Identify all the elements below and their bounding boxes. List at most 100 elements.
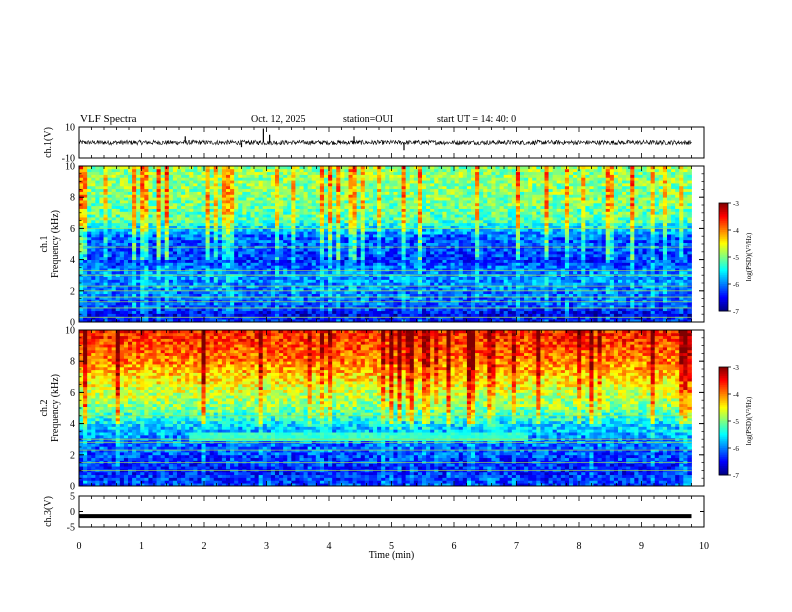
spectrogram-cell — [119, 166, 125, 170]
spectrogram-cell — [148, 242, 153, 246]
spectrogram-cell — [213, 228, 219, 232]
spectrogram-cell — [246, 304, 251, 309]
spectrogram-cell — [148, 205, 153, 209]
spectrogram-cell — [132, 217, 137, 221]
spectrogram-cell — [115, 228, 121, 232]
spectrogram-cell — [177, 287, 182, 292]
spectrogram-cell — [160, 214, 166, 218]
spectrogram-cell — [348, 214, 353, 218]
spectrogram-cell — [181, 293, 186, 297]
spectrogram-cell — [107, 313, 113, 317]
spectrogram-cell — [172, 200, 178, 204]
spectrogram-cell — [152, 239, 157, 243]
spectrogram-cell — [197, 265, 202, 269]
spectrogram-cell — [230, 248, 235, 252]
spectrogram-cell — [221, 279, 227, 283]
spectrogram-cell — [258, 231, 264, 235]
spectrogram-cell — [172, 293, 178, 297]
spectrogram-cell — [328, 234, 333, 238]
spectrogram-cell — [132, 287, 137, 292]
spectrogram-cell — [287, 259, 292, 263]
spectrogram-cell — [270, 185, 276, 190]
spectrogram-cell — [201, 183, 206, 187]
spectrogram-cell — [254, 239, 260, 243]
spectrogram-cell — [307, 222, 313, 226]
spectrogram-cell — [409, 177, 415, 181]
spectrogram-cell — [111, 217, 117, 221]
spectrogram-cell — [103, 191, 108, 195]
spectrogram-cell — [246, 188, 251, 192]
spectrogram-cell — [319, 242, 325, 246]
spectrogram-cell — [111, 270, 117, 275]
spectrogram-cell — [205, 310, 211, 314]
spectrogram-cell — [389, 304, 394, 309]
spectrogram-cell — [181, 168, 186, 173]
spectrogram-cell — [107, 276, 113, 280]
spectrogram-cell — [430, 177, 435, 181]
spectrogram-cell — [103, 194, 108, 198]
spectrogram-cell — [303, 174, 309, 178]
spectrogram-cell — [230, 293, 235, 297]
spectrogram-cell — [397, 211, 402, 215]
spectrogram-cell — [217, 251, 223, 255]
spectrogram-cell — [352, 296, 358, 300]
spectrogram-cell — [348, 185, 353, 190]
spectrogram-cell — [368, 287, 374, 292]
spectrogram-cell — [389, 276, 394, 280]
spectrogram-cell — [393, 239, 398, 243]
spectrogram-cell — [295, 166, 300, 170]
spectrogram-cell — [352, 197, 358, 201]
spectrogram-cell — [258, 285, 264, 289]
spectrogram-cell — [319, 251, 325, 255]
spectrogram-cell — [336, 211, 341, 215]
spectrogram-cell — [393, 225, 398, 229]
spectrogram-cell — [181, 279, 186, 283]
spectrogram-cell — [344, 253, 349, 258]
spectrogram-cell — [246, 268, 251, 272]
spectrogram-cell — [242, 302, 247, 306]
spectrogram-cell — [377, 285, 382, 289]
spectrogram-cell — [238, 217, 243, 221]
spectrogram-cell — [279, 287, 284, 292]
spectrogram-cell — [230, 234, 235, 238]
spectrogram-cell — [95, 268, 100, 272]
spectrogram-cell — [291, 200, 296, 204]
spectrogram-cell — [164, 177, 170, 181]
spectrogram-cell — [377, 265, 382, 269]
spectrogram-cell — [344, 251, 349, 255]
spectrogram-cell — [311, 166, 317, 170]
spectrogram-cell — [83, 234, 88, 238]
spectrogram-cell — [311, 262, 317, 266]
spectrogram-cell — [172, 282, 178, 286]
spectrogram-cell — [115, 231, 121, 235]
spectrogram-cell — [377, 299, 382, 303]
spectrogram-cell — [140, 304, 145, 309]
spectrogram-cell — [164, 262, 170, 266]
spectrogram-cell — [283, 268, 288, 272]
spectrogram-cell — [348, 168, 353, 173]
spectrogram-cell — [275, 287, 280, 292]
spectrogram-cell — [291, 228, 296, 232]
spectrogram-cell — [373, 259, 378, 263]
spectrogram-cell — [336, 276, 341, 280]
spectrogram-cell — [230, 270, 235, 275]
spectrogram-cell — [193, 205, 198, 209]
spectrogram-cell — [283, 304, 288, 309]
spectrogram-cell — [430, 313, 435, 317]
spectrogram-cell — [205, 211, 211, 215]
spectrogram-cell — [303, 211, 309, 215]
spectrogram-cell — [168, 296, 174, 300]
spectrogram-cell — [344, 166, 349, 170]
spectrogram-cell — [348, 211, 353, 215]
spectrogram-cell — [91, 171, 96, 175]
spectrogram-cell — [156, 217, 162, 221]
spectrogram-cell — [107, 208, 113, 212]
spectrogram-cell — [368, 265, 374, 269]
spectrogram-cell — [238, 200, 243, 204]
spectrogram-cell — [221, 225, 227, 229]
spectrogram-cell — [172, 217, 178, 221]
spectrogram-cell — [103, 287, 108, 292]
spectrogram-cell — [103, 282, 108, 286]
spectrogram-cell — [409, 293, 415, 297]
spectrogram-cell — [340, 219, 345, 224]
